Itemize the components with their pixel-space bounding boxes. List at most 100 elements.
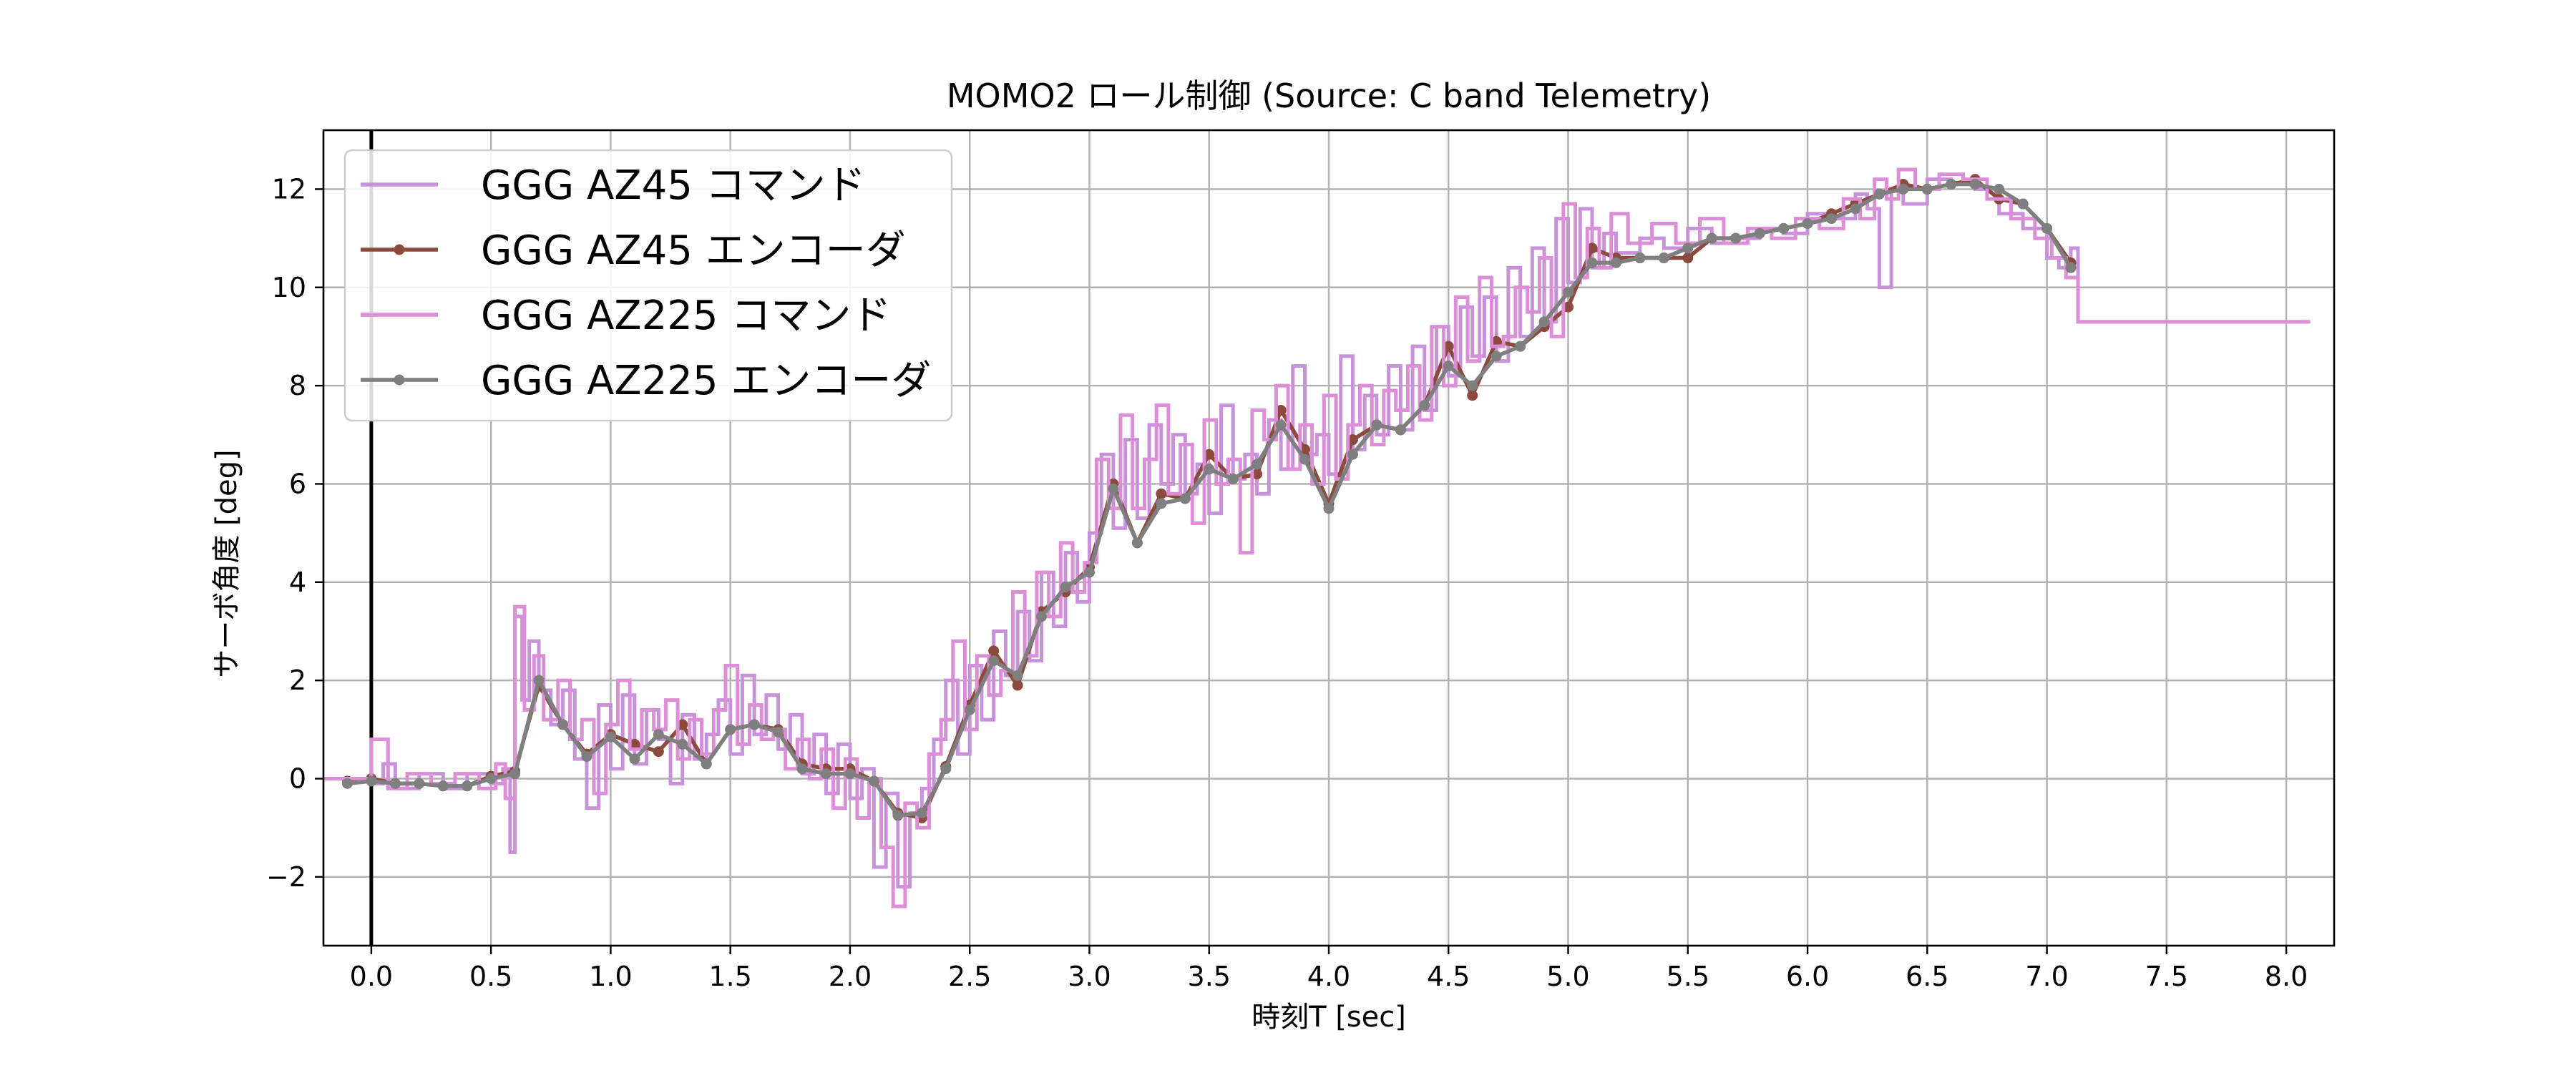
data-point [773, 726, 784, 738]
data-point [1347, 449, 1358, 460]
x-tick-label: 1.5 [708, 961, 751, 992]
data-point [629, 738, 640, 750]
y-tick-label: 0 [289, 763, 306, 795]
data-point [557, 719, 569, 730]
series-layer [323, 167, 2311, 908]
series-line [323, 167, 2311, 908]
data-point [1347, 434, 1358, 446]
data-point [389, 778, 401, 789]
data-point [701, 758, 712, 770]
data-point [1658, 253, 1669, 264]
x-tick-label: 2.5 [948, 961, 991, 992]
data-point [1179, 493, 1191, 504]
x-tick-label: 4.5 [1427, 961, 1470, 992]
data-point [509, 768, 521, 780]
data-point [2041, 222, 2053, 234]
data-point [1443, 340, 1454, 352]
data-point [940, 763, 952, 775]
data-point [437, 780, 449, 792]
data-point [1538, 316, 1550, 328]
data-point [868, 775, 879, 787]
data-point [1467, 380, 1478, 391]
y-tick-label: 2 [289, 665, 306, 696]
data-point [1156, 488, 1167, 499]
data-point [1634, 253, 1646, 264]
data-point [1921, 183, 1933, 195]
data-point [1563, 287, 1574, 298]
legend-marker [394, 374, 405, 386]
data-point [892, 810, 904, 821]
y-tick-label: 8 [289, 370, 306, 401]
data-point [341, 778, 353, 789]
data-point [1012, 670, 1023, 681]
data-point [653, 729, 664, 740]
legend-marker [394, 244, 405, 255]
y-tick-label: 12 [272, 173, 306, 205]
data-point [821, 768, 831, 780]
data-point [1586, 257, 1598, 268]
data-point [653, 746, 664, 758]
data-point [1515, 340, 1526, 352]
data-point [1873, 188, 1885, 200]
legend-label: GGG AZ225 コマンド [481, 293, 891, 339]
y-axis-label: サーボ角度 [deg] [210, 449, 243, 677]
data-point [581, 751, 592, 763]
data-point [1252, 469, 1263, 480]
data-point [1491, 351, 1502, 362]
data-point [1730, 232, 1742, 244]
data-point [1850, 203, 1861, 215]
legend-box [343, 149, 953, 422]
x-tick-label: 7.0 [2025, 961, 2068, 992]
legend-label: GGG AZ225 エンコーダ [481, 358, 931, 404]
x-tick-label: 1.0 [589, 961, 632, 992]
data-point [1682, 242, 1694, 254]
data-point [366, 775, 377, 787]
y-tick-label: 4 [289, 567, 306, 598]
data-point [1012, 680, 1023, 691]
x-tick-label: 5.5 [1667, 961, 1709, 992]
data-point [1083, 567, 1095, 578]
data-point [1131, 537, 1143, 549]
series-1 [323, 177, 2311, 889]
y-tick-label: 10 [272, 272, 306, 303]
data-point [1443, 361, 1454, 372]
x-tick-label: 3.5 [1188, 961, 1231, 992]
data-point [964, 704, 975, 715]
x-tick-label: 0.5 [469, 961, 512, 992]
data-point [1227, 474, 1239, 485]
data-point [988, 655, 1000, 667]
data-point [1036, 611, 1048, 622]
series-4 [341, 179, 2077, 821]
data-point [1395, 424, 1406, 436]
series-line [323, 177, 2311, 889]
data-point [677, 738, 688, 750]
data-point [988, 645, 1000, 657]
data-point [1371, 419, 1382, 431]
legend-item: GGG AZ225 エンコーダ [361, 358, 931, 404]
data-point [1946, 179, 1957, 190]
data-point [1419, 400, 1430, 411]
data-point [1898, 183, 1909, 195]
data-point [1299, 454, 1311, 465]
chart-title: MOMO2 ロール制御 (Source: C band Telemetry) [947, 77, 1711, 115]
x-axis-label: 時刻T [sec] [1252, 1001, 1406, 1034]
data-point [1323, 503, 1335, 514]
data-point [1204, 449, 1215, 460]
data-point [2017, 198, 2029, 210]
x-tick-label: 6.5 [1906, 961, 1948, 992]
data-point [533, 675, 545, 686]
data-point [629, 753, 640, 765]
data-point [796, 763, 808, 775]
data-point [1586, 242, 1598, 254]
data-point [1108, 483, 1119, 494]
data-point [1275, 404, 1287, 416]
data-point [462, 780, 473, 792]
data-point [1610, 257, 1621, 268]
data-point [1060, 582, 1071, 593]
data-point [1969, 179, 1981, 190]
data-point [1204, 464, 1215, 475]
legend-item: GGG AZ45 コマンド [361, 162, 866, 209]
x-tick-label: 6.0 [1786, 961, 1829, 992]
x-tick-label: 7.5 [2145, 961, 2188, 992]
